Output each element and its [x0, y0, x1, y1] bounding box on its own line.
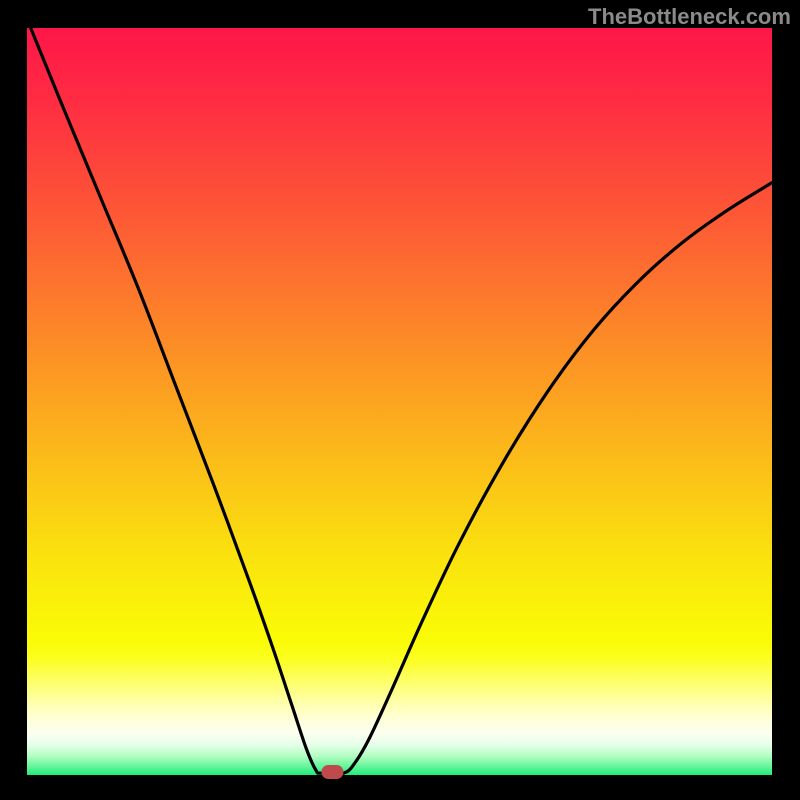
gradient-background — [27, 28, 772, 775]
bottleneck-chart — [0, 0, 800, 800]
watermark-text: TheBottleneck.com — [588, 4, 791, 30]
optimal-marker — [321, 765, 343, 779]
